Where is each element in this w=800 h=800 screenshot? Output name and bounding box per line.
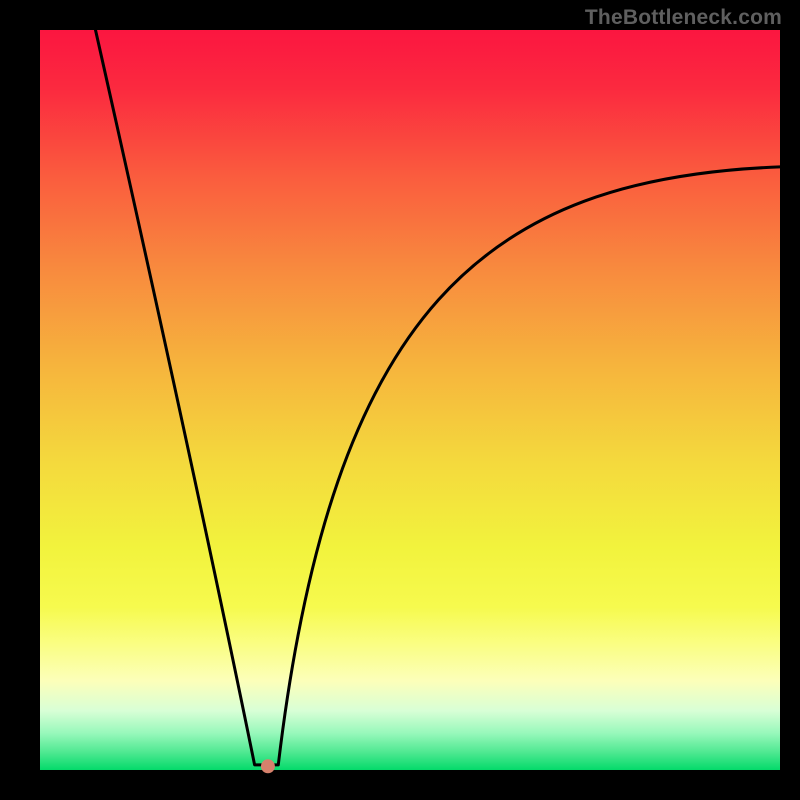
bottleneck-curve-chart [0,0,800,800]
optimum-marker [261,759,275,773]
plot-background [40,30,780,770]
watermark-text: TheBottleneck.com [585,6,782,30]
chart-container: { "watermark": { "text": "TheBottleneck.… [0,0,800,800]
